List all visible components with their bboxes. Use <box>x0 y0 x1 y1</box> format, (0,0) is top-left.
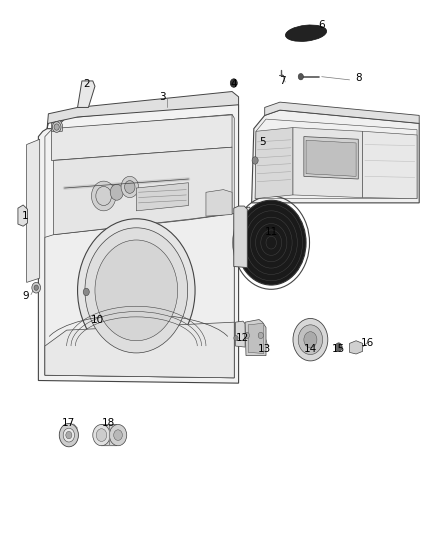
Circle shape <box>78 219 195 362</box>
Circle shape <box>335 343 342 351</box>
Text: 2: 2 <box>83 78 89 88</box>
Text: 8: 8 <box>355 73 362 83</box>
Polygon shape <box>53 147 232 235</box>
Circle shape <box>83 288 89 296</box>
Circle shape <box>93 424 110 446</box>
Text: 13: 13 <box>258 344 271 354</box>
Text: 16: 16 <box>360 338 374 349</box>
Circle shape <box>52 122 61 132</box>
Text: 14: 14 <box>304 344 317 354</box>
Polygon shape <box>51 115 232 160</box>
Polygon shape <box>265 102 419 123</box>
Text: 9: 9 <box>22 290 28 301</box>
Polygon shape <box>78 81 95 108</box>
Text: 12: 12 <box>237 333 250 343</box>
Text: 10: 10 <box>91 314 104 325</box>
Circle shape <box>95 240 178 341</box>
Polygon shape <box>234 207 252 266</box>
Circle shape <box>237 200 306 285</box>
Circle shape <box>92 181 116 211</box>
Polygon shape <box>252 110 419 203</box>
Circle shape <box>298 325 322 354</box>
Circle shape <box>293 318 328 361</box>
Circle shape <box>34 285 39 290</box>
Circle shape <box>32 282 41 293</box>
Polygon shape <box>248 323 264 353</box>
Polygon shape <box>234 206 247 268</box>
Circle shape <box>85 228 187 353</box>
Polygon shape <box>39 102 239 383</box>
Polygon shape <box>27 139 40 282</box>
Polygon shape <box>236 321 245 347</box>
Polygon shape <box>293 127 363 198</box>
Text: 4: 4 <box>231 78 237 88</box>
Circle shape <box>66 431 72 439</box>
Polygon shape <box>350 341 363 354</box>
Circle shape <box>230 79 237 87</box>
Text: 15: 15 <box>332 344 345 354</box>
Circle shape <box>110 424 127 446</box>
Polygon shape <box>136 183 188 211</box>
Polygon shape <box>304 136 358 179</box>
Ellipse shape <box>286 25 327 42</box>
Circle shape <box>63 428 74 442</box>
Polygon shape <box>363 131 417 199</box>
Polygon shape <box>245 319 266 356</box>
Polygon shape <box>45 214 234 378</box>
Polygon shape <box>255 127 293 199</box>
Circle shape <box>258 332 263 338</box>
Polygon shape <box>47 92 239 128</box>
Polygon shape <box>45 322 234 378</box>
Circle shape <box>110 184 123 200</box>
Circle shape <box>124 181 135 193</box>
Polygon shape <box>206 190 232 216</box>
Circle shape <box>96 429 107 441</box>
Circle shape <box>244 332 250 338</box>
Circle shape <box>96 187 112 206</box>
Text: 11: 11 <box>265 227 278 237</box>
Polygon shape <box>102 424 118 446</box>
Circle shape <box>121 176 138 198</box>
Circle shape <box>59 423 78 447</box>
Polygon shape <box>306 140 356 176</box>
Text: 5: 5 <box>259 137 266 147</box>
Circle shape <box>252 157 258 164</box>
Text: 1: 1 <box>22 211 28 221</box>
Text: 3: 3 <box>159 92 166 102</box>
Text: 7: 7 <box>279 76 286 86</box>
Circle shape <box>234 335 238 341</box>
Text: 6: 6 <box>318 20 325 30</box>
Polygon shape <box>18 205 28 226</box>
Text: 18: 18 <box>101 418 115 428</box>
Text: 17: 17 <box>62 418 75 428</box>
Polygon shape <box>51 120 62 131</box>
Circle shape <box>54 124 59 130</box>
Circle shape <box>114 430 122 440</box>
Circle shape <box>304 332 317 348</box>
Circle shape <box>298 74 304 80</box>
